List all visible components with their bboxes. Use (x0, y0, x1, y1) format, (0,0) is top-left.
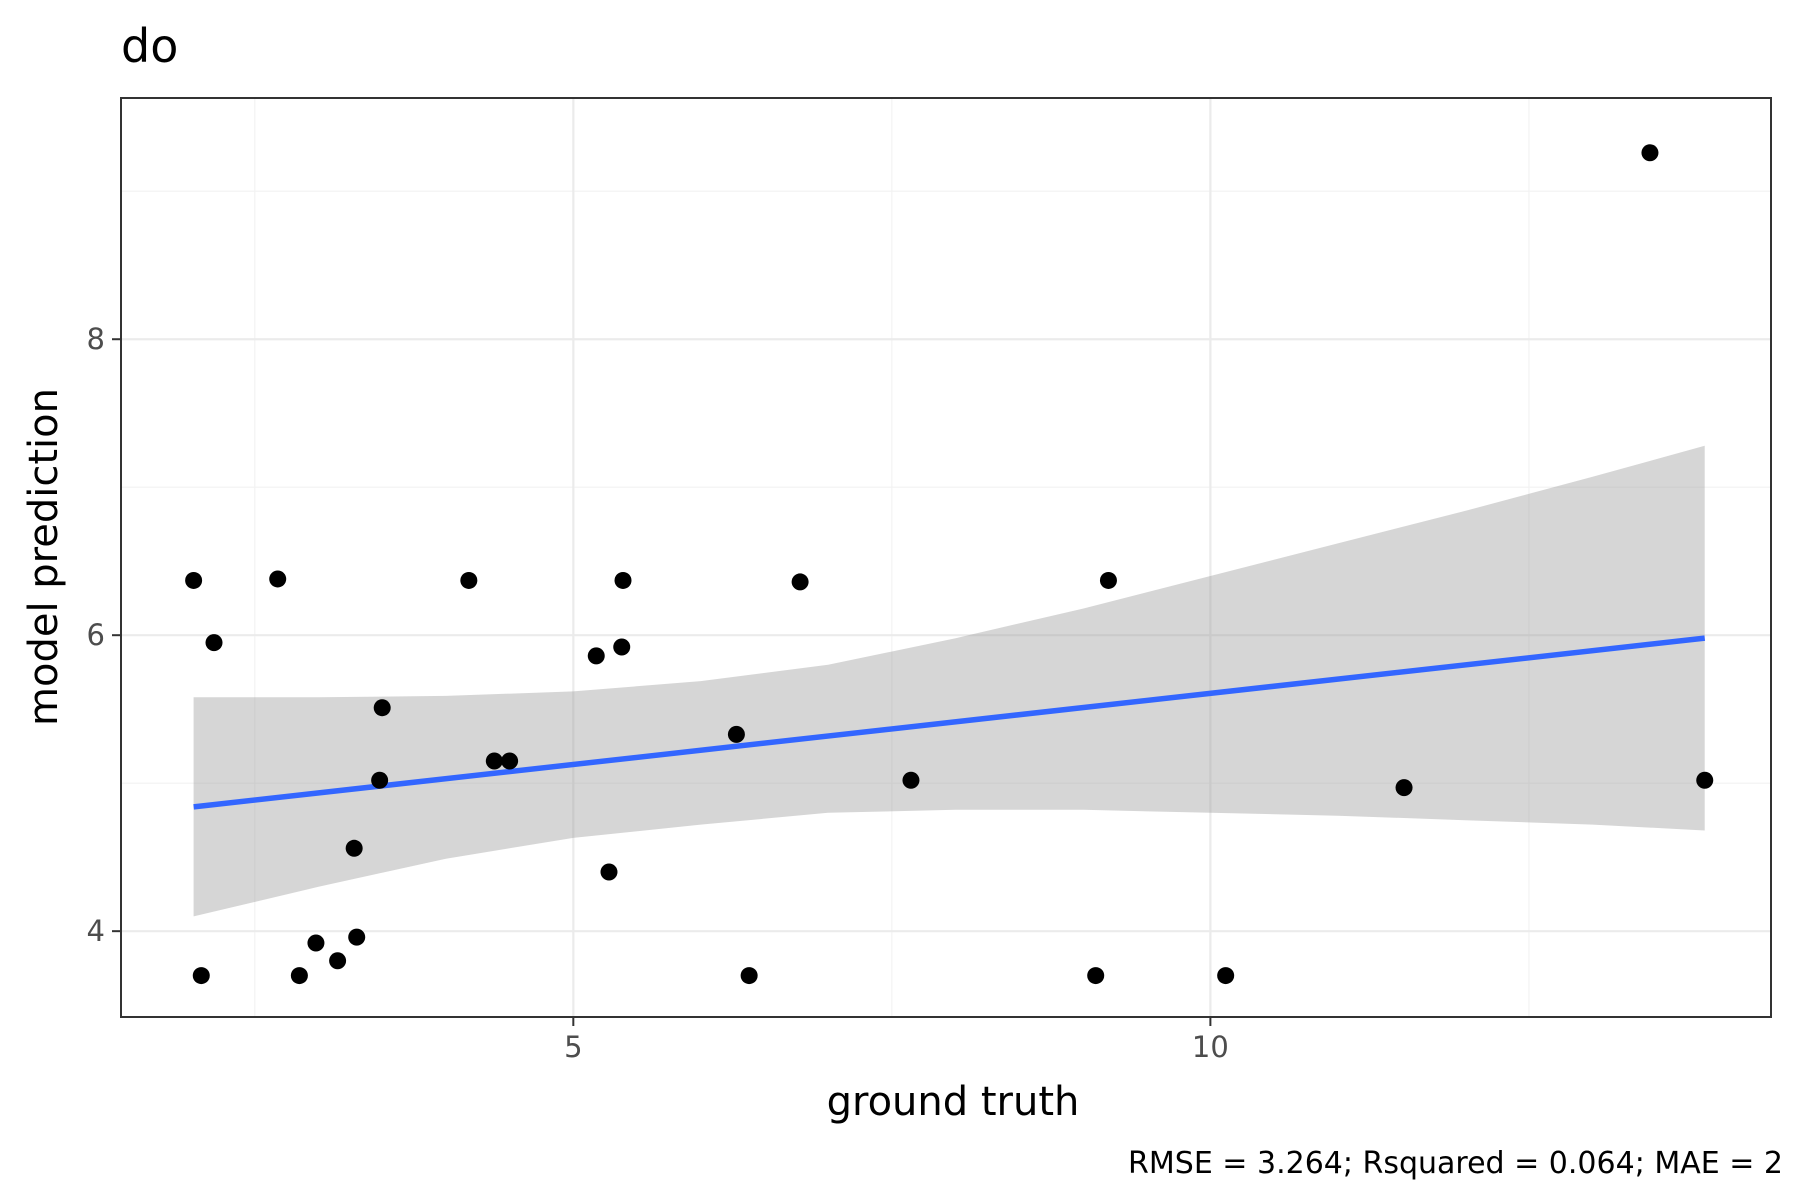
data-point-20 (791, 573, 809, 591)
data-point-0 (185, 571, 203, 589)
data-point-5 (307, 934, 325, 952)
data-point-3 (269, 570, 287, 588)
metrics-caption: RMSE = 3.264; Rsquared = 0.064; MAE = 2 (1128, 1146, 1783, 1181)
data-point-1 (192, 967, 210, 985)
data-point-26 (1641, 144, 1659, 162)
data-point-12 (485, 752, 503, 770)
data-point-11 (460, 571, 478, 589)
data-point-27 (1696, 771, 1714, 789)
confidence-ribbon-layer (193, 445, 1705, 917)
x-tick-label-0: 5 (564, 1030, 582, 1064)
plot-panel (120, 97, 1772, 1018)
chart-title: do (121, 19, 178, 73)
x-axis: 5 10 (564, 1017, 1229, 1064)
data-point-13 (501, 752, 519, 770)
y-tick-label-2: 8 (87, 322, 105, 356)
data-point-8 (348, 928, 366, 946)
data-point-16 (613, 638, 631, 656)
panel-border (120, 97, 1772, 1018)
data-point-9 (371, 771, 389, 789)
data-points-layer (185, 144, 1714, 985)
data-point-21 (902, 771, 920, 789)
data-point-2 (205, 634, 223, 652)
y-tick-label-1: 6 (87, 618, 105, 652)
data-point-15 (600, 863, 618, 881)
data-point-7 (345, 839, 363, 857)
data-point-6 (329, 952, 347, 970)
data-point-4 (290, 967, 308, 985)
y-axis: 4 6 8 (87, 322, 121, 948)
data-point-25 (1395, 779, 1413, 797)
fit-line-layer (193, 635, 1706, 810)
data-point-19 (740, 967, 758, 985)
data-point-23 (1099, 571, 1117, 589)
y-axis-title: model prediction (21, 388, 67, 726)
confidence-ribbon (193, 445, 1705, 917)
x-axis-title: ground truth (827, 1079, 1080, 1125)
x-tick-label-1: 10 (1192, 1030, 1229, 1064)
data-point-10 (373, 699, 391, 717)
y-tick-label-0: 4 (87, 914, 105, 948)
data-point-22 (1087, 967, 1105, 985)
fit-line (193, 635, 1706, 810)
data-point-24 (1217, 967, 1235, 985)
data-point-17 (614, 571, 632, 589)
data-point-18 (727, 725, 745, 743)
data-point-14 (587, 647, 605, 665)
